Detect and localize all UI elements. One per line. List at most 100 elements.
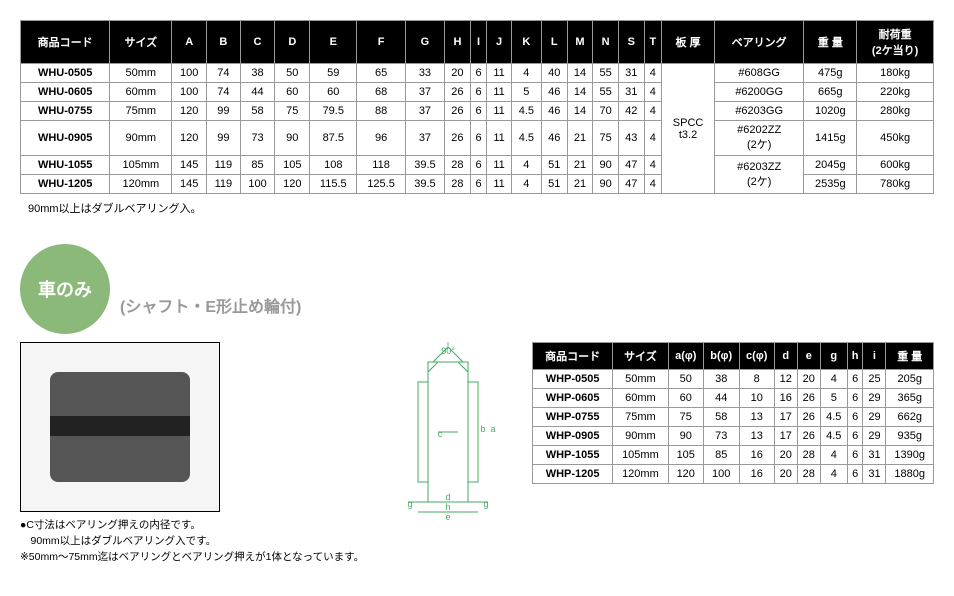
t1-cell-2-2: 120 xyxy=(172,102,207,121)
t2-cell-2-8: 6 xyxy=(847,408,863,427)
t1-cell-4-3: 119 xyxy=(207,156,241,175)
t2-cell-0-10: 205g xyxy=(886,370,934,389)
t1-cell-5-4: 100 xyxy=(240,175,275,194)
t1-cell-3-1: 90mm xyxy=(110,121,172,156)
t2-cell-2-4: 13 xyxy=(739,408,774,427)
t1-cell-2-1: 75mm xyxy=(110,102,172,121)
diagram-label-i: i xyxy=(447,342,449,348)
t2-cell-4-8: 6 xyxy=(847,446,863,465)
wheel-only-badge: 車のみ xyxy=(20,244,110,334)
t1-cell-3-12: 4.5 xyxy=(511,121,541,156)
diagram-label-a: a xyxy=(491,424,496,434)
t2-cell-0-2: 50 xyxy=(668,370,703,389)
t1-cell-1-21: 220kg xyxy=(857,83,934,102)
t2-cell-3-0: WHP-0905 xyxy=(533,427,613,446)
t2-cell-0-4: 8 xyxy=(739,370,774,389)
t2-cell-0-0: WHP-0505 xyxy=(533,370,613,389)
t1-cell-2-12: 4.5 xyxy=(511,102,541,121)
t1-cell-0-13: 40 xyxy=(541,64,567,83)
t1-cell-3-15: 75 xyxy=(593,121,619,156)
t2-cell-0-9: 25 xyxy=(863,370,886,389)
t1-header-13: L xyxy=(541,21,567,64)
t1-header-4: C xyxy=(240,21,275,64)
t2-header-9: i xyxy=(863,343,886,370)
t1-cell-3-6: 87.5 xyxy=(310,121,357,156)
t1-cell-1-17: 4 xyxy=(644,83,661,102)
t2-cell-4-4: 16 xyxy=(739,446,774,465)
t1-cell-0-3: 74 xyxy=(207,64,241,83)
t2-cell-5-4: 16 xyxy=(739,465,774,484)
t1-cell-5-8: 39.5 xyxy=(405,175,444,194)
t1-cell-4-15: 90 xyxy=(593,156,619,175)
t2-cell-1-1: 60mm xyxy=(613,389,669,408)
t1-cell-1-5: 60 xyxy=(275,83,310,102)
t1-cell-1-12: 5 xyxy=(511,83,541,102)
t1-cell-1-7: 68 xyxy=(357,83,405,102)
t1-cell-4-21: 600kg xyxy=(857,156,934,175)
t2-cell-1-10: 365g xyxy=(886,389,934,408)
t2-cell-2-5: 17 xyxy=(774,408,797,427)
t1-cell-4-4: 85 xyxy=(240,156,275,175)
t1-header-8: G xyxy=(405,21,444,64)
t1-cell-5-10: 6 xyxy=(470,175,487,194)
t1-cell-1-8: 37 xyxy=(405,83,444,102)
t1-header-15: N xyxy=(593,21,619,64)
t1-header-19: ベアリング xyxy=(715,21,804,64)
t1-cell-0-1: 50mm xyxy=(110,64,172,83)
t1-header-21: 耐荷重(2ケ当り) xyxy=(857,21,934,64)
table1-note: 90mm以上はダブルベアリング入。 xyxy=(20,200,934,216)
t2-header-1: サイズ xyxy=(613,343,669,370)
t1-header-6: E xyxy=(310,21,357,64)
t2-cell-1-3: 44 xyxy=(703,389,739,408)
t1-cell-4-14: 21 xyxy=(567,156,593,175)
t1-cell-1-16: 31 xyxy=(618,83,644,102)
t1-cell-4-16: 47 xyxy=(618,156,644,175)
t1-cell-0-2: 100 xyxy=(172,64,207,83)
t1-cell-3-14: 21 xyxy=(567,121,593,156)
t2-cell-4-3: 85 xyxy=(703,446,739,465)
t2-cell-1-8: 6 xyxy=(847,389,863,408)
t1-header-17: T xyxy=(644,21,661,64)
t1-cell-4-6: 108 xyxy=(310,156,357,175)
t1-cell-0-7: 65 xyxy=(357,64,405,83)
t1-cell-0-14: 14 xyxy=(567,64,593,83)
t2-cell-5-9: 31 xyxy=(863,465,886,484)
t1-header-3: B xyxy=(207,21,241,64)
t1-cell-0-21: 180kg xyxy=(857,64,934,83)
t2-header-2: a(φ) xyxy=(668,343,703,370)
t1-cell-0-17: 4 xyxy=(644,64,661,83)
t1-cell-2-16: 42 xyxy=(618,102,644,121)
subtitle-text: (シャフト・E形止め輪付) xyxy=(120,293,301,317)
t1-cell-1-1: 60mm xyxy=(110,83,172,102)
t1-cell-2-10: 6 xyxy=(470,102,487,121)
t2-cell-1-2: 60 xyxy=(668,389,703,408)
t1-cell-1-0: WHU-0605 xyxy=(21,83,110,102)
t1-cell-0-11: 11 xyxy=(487,64,511,83)
t1-cell-2-17: 4 xyxy=(644,102,661,121)
t1-cell-0-5: 50 xyxy=(275,64,310,83)
t2-cell-2-6: 26 xyxy=(797,408,820,427)
t1-header-11: J xyxy=(487,21,511,64)
t2-cell-0-8: 6 xyxy=(847,370,863,389)
t1-cell-0-10: 6 xyxy=(470,64,487,83)
t2-cell-5-6: 28 xyxy=(797,465,820,484)
t1-cell-0-0: WHU-0505 xyxy=(21,64,110,83)
diagram-label-g: g xyxy=(408,499,413,509)
t1-header-10: I xyxy=(470,21,487,64)
t1-header-0: 商品コード xyxy=(21,21,110,64)
t1-cell-3-9: 26 xyxy=(445,121,471,156)
t1-cell-2-8: 37 xyxy=(405,102,444,121)
t2-cell-2-9: 29 xyxy=(863,408,886,427)
t2-header-8: h xyxy=(847,343,863,370)
t1-cell-2-11: 11 xyxy=(487,102,511,121)
t1-cell-5-2: 145 xyxy=(172,175,207,194)
t1-header-18: 板 厚 xyxy=(662,21,715,64)
t1-cell-5-3: 119 xyxy=(207,175,241,194)
t2-cell-3-7: 4.5 xyxy=(820,427,847,446)
t2-cell-2-3: 58 xyxy=(703,408,739,427)
note2-line-2: ※50mm～75mm迄はベアリングとベアリング押えが1体となっています。 xyxy=(20,550,364,566)
diagram-label-h: h xyxy=(446,502,451,512)
t1-cell-1-4: 44 xyxy=(240,83,275,102)
t2-cell-1-0: WHP-0605 xyxy=(533,389,613,408)
t1-cell-3-4: 73 xyxy=(240,121,275,156)
